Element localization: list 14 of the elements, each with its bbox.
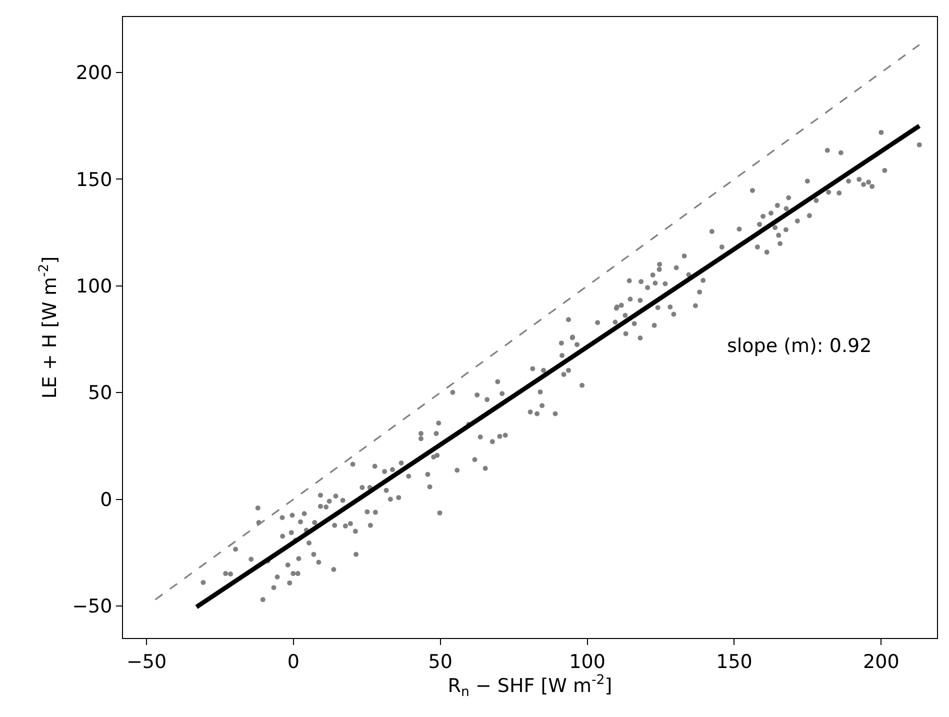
y-tick-label: 50 bbox=[88, 382, 112, 404]
x-tick-label: 200 bbox=[863, 650, 900, 673]
x-tick-label: 100 bbox=[569, 650, 606, 673]
x-tick-label: 0 bbox=[287, 650, 300, 673]
y-tick-label: 100 bbox=[76, 276, 112, 298]
x-tick-label: 50 bbox=[428, 650, 452, 673]
annotation: slope (m): 0.92 bbox=[727, 335, 872, 357]
y-tick-label: 0 bbox=[100, 488, 112, 511]
x-tick-label: 150 bbox=[716, 650, 752, 673]
x-tick-label: −50 bbox=[126, 650, 167, 673]
y-tick-label: 150 bbox=[76, 168, 112, 191]
y-tick-label: 200 bbox=[76, 62, 112, 84]
x-axis-title: R$_{n}$ − SHF [W m$^{-2}$] bbox=[448, 672, 612, 700]
y-tick-label: −50 bbox=[72, 596, 112, 618]
